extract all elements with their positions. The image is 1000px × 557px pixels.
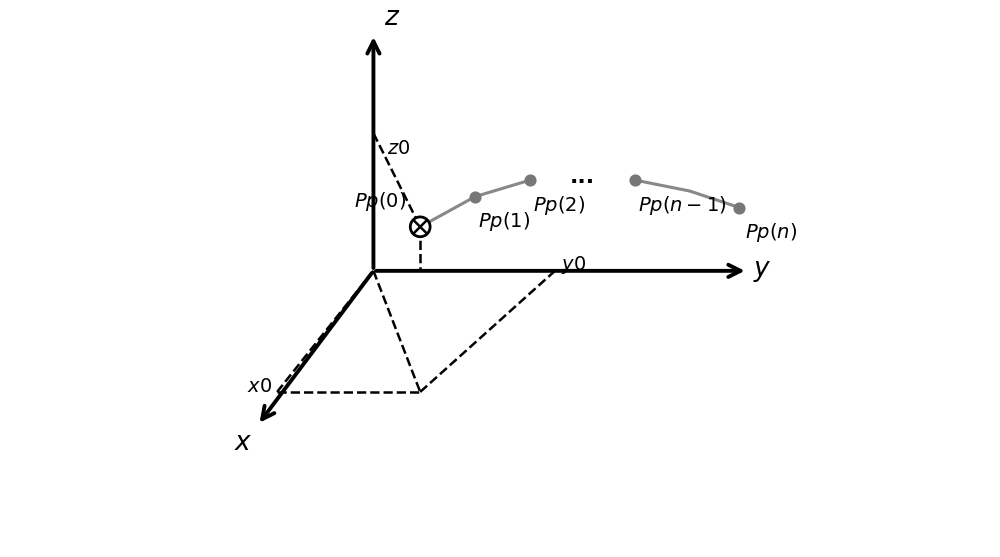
Point — [627, 175, 643, 184]
Text: $Pp(n-1)$: $Pp(n-1)$ — [638, 194, 726, 217]
Point — [731, 203, 747, 212]
Text: $z$: $z$ — [384, 6, 401, 31]
Text: $Pp(2)$: $Pp(2)$ — [533, 194, 585, 217]
Point — [522, 175, 538, 184]
Text: $Pp(0)$: $Pp(0)$ — [354, 190, 406, 213]
Circle shape — [410, 217, 430, 237]
Point — [412, 222, 428, 231]
Point — [467, 192, 483, 201]
Text: $Pp(1)$: $Pp(1)$ — [478, 211, 530, 233]
Text: $z0$: $z0$ — [387, 139, 410, 158]
Text: $x$: $x$ — [234, 431, 252, 456]
Text: $x0$: $x0$ — [247, 377, 272, 396]
Text: $y0$: $y0$ — [561, 255, 586, 276]
Text: $Pp(n)$: $Pp(n)$ — [745, 221, 797, 245]
Text: ...: ... — [570, 167, 595, 187]
Text: $y$: $y$ — [753, 258, 772, 284]
